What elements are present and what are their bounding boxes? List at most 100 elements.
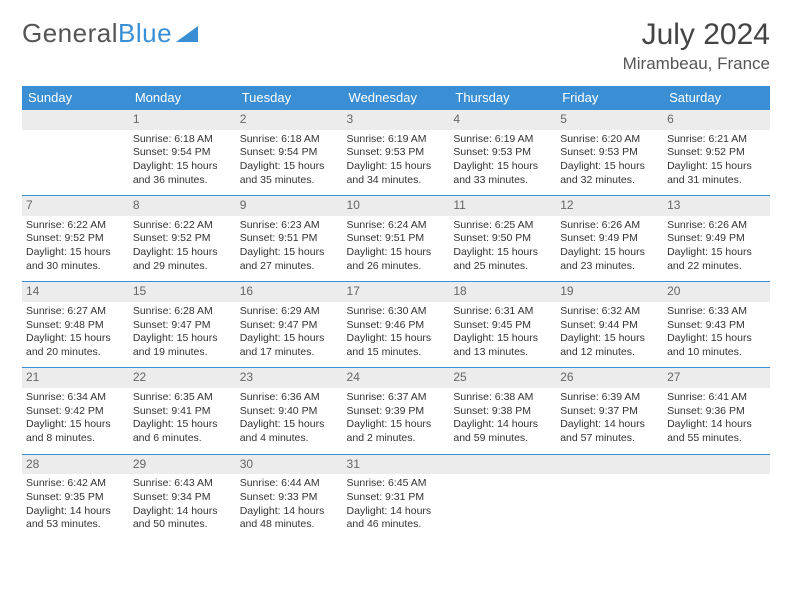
day-number: 4 bbox=[449, 110, 556, 130]
sunrise-text: Sunrise: 6:25 AM bbox=[453, 219, 552, 233]
calendar-day-cell: 13Sunrise: 6:26 AMSunset: 9:49 PMDayligh… bbox=[663, 196, 770, 282]
daylight-text: Daylight: 14 hours and 46 minutes. bbox=[347, 505, 446, 532]
daylight-text: Daylight: 15 hours and 33 minutes. bbox=[453, 160, 552, 187]
sunrise-text: Sunrise: 6:20 AM bbox=[560, 133, 659, 147]
sunset-text: Sunset: 9:47 PM bbox=[133, 319, 232, 333]
daylight-text: Daylight: 15 hours and 26 minutes. bbox=[347, 246, 446, 273]
calendar-week-row: 7 Sunrise: 6:22 AMSunset: 9:52 PM Daylight… bbox=[22, 196, 770, 282]
calendar-week-row: 1Sunrise: 6:18 AMSunset: 9:54 PMDaylight… bbox=[22, 110, 770, 196]
calendar-day-cell: 8Sunrise: 6:22 AMSunset: 9:52 PMDaylight… bbox=[129, 196, 236, 282]
daylight-text: Daylight: 15 hours and 35 minutes. bbox=[240, 160, 339, 187]
daylight-text: Daylight: 15 hours and 25 minutes. bbox=[453, 246, 552, 273]
calendar-empty-cell bbox=[449, 454, 556, 540]
sunset-text: Sunset: 9:50 PM bbox=[453, 232, 552, 246]
calendar-day-cell: 18Sunrise: 6:31 AMSunset: 9:45 PMDayligh… bbox=[449, 282, 556, 368]
sunset-text: Sunset: 9:48 PM bbox=[26, 319, 125, 333]
day-number: 16 bbox=[236, 282, 343, 302]
sunrise-text: Sunrise: 6:38 AM bbox=[453, 391, 552, 405]
sunset-text: Sunset: 9:49 PM bbox=[667, 232, 766, 246]
daylight-text: Daylight: 15 hours and 31 minutes. bbox=[667, 160, 766, 187]
weekday-header: Friday bbox=[556, 86, 663, 110]
day-number: 23 bbox=[236, 368, 343, 388]
daylight-text: Daylight: 15 hours and 2 minutes. bbox=[347, 418, 446, 445]
logo: GeneralBlue bbox=[22, 18, 198, 49]
sunset-text: Sunset: 9:53 PM bbox=[347, 146, 446, 160]
calendar-day-cell: 4Sunrise: 6:19 AMSunset: 9:53 PMDaylight… bbox=[449, 110, 556, 196]
sunrise-text: Sunrise: 6:33 AM bbox=[667, 305, 766, 319]
sunrise-text: Sunrise: 6:19 AM bbox=[347, 133, 446, 147]
calendar-day-cell: 3Sunrise: 6:19 AMSunset: 9:53 PMDaylight… bbox=[343, 110, 450, 196]
calendar-day-cell: 6Sunrise: 6:21 AMSunset: 9:52 PMDaylight… bbox=[663, 110, 770, 196]
daylight-text: Daylight: 15 hours and 13 minutes. bbox=[453, 332, 552, 359]
sunrise-text: Sunrise: 6:32 AM bbox=[560, 305, 659, 319]
daylight-text: Daylight: 15 hours and 36 minutes. bbox=[133, 160, 232, 187]
logo-text-1: General bbox=[22, 18, 118, 49]
day-number: 7 bbox=[22, 196, 129, 216]
calendar-day-cell: 21Sunrise: 6:34 AMSunset: 9:42 PMDayligh… bbox=[22, 368, 129, 454]
sunset-text: Sunset: 9:54 PM bbox=[133, 146, 232, 160]
day-number: 9 bbox=[236, 196, 343, 216]
calendar-day-cell: 10 Sunrise: 6:24 AMSunset: 9:51 PMDayligh… bbox=[343, 196, 450, 282]
sunrise-text: Sunrise: 6:29 AM bbox=[240, 305, 339, 319]
calendar-body: 1Sunrise: 6:18 AMSunset: 9:54 PMDaylight… bbox=[22, 110, 770, 541]
sunset-text: Sunset: 9:46 PM bbox=[347, 319, 446, 333]
sunrise-text: Sunrise: 6:18 AM bbox=[240, 133, 339, 147]
sunset-text: Sunset: 9:34 PM bbox=[133, 491, 232, 505]
sunset-text: Sunset: 9:51 PM bbox=[240, 232, 339, 246]
sunrise-text: Sunrise: 6:34 AM bbox=[26, 391, 125, 405]
sunrise-text: Sunrise: 6:42 AM bbox=[26, 477, 125, 491]
sunrise-text: Sunrise: 6:19 AM bbox=[453, 133, 552, 147]
day-number: 30 bbox=[236, 455, 343, 475]
sunrise-text: Sunrise: 6:41 AM bbox=[667, 391, 766, 405]
day-number: 24 bbox=[343, 368, 450, 388]
day-number: 19 bbox=[556, 282, 663, 302]
day-number: 10 bbox=[343, 196, 450, 216]
weekday-header: Sunday bbox=[22, 86, 129, 110]
daylight-text: Daylight: 15 hours and 15 minutes. bbox=[347, 332, 446, 359]
sunrise-text: Sunrise: 6:39 AM bbox=[560, 391, 659, 405]
sunset-text: Sunset: 9:51 PM bbox=[347, 232, 446, 246]
daylight-text: Daylight: 15 hours and 32 minutes. bbox=[560, 160, 659, 187]
day-number: 8 bbox=[129, 196, 236, 216]
daylight-text: Daylight: 15 hours and 6 minutes. bbox=[133, 418, 232, 445]
day-number: 26 bbox=[556, 368, 663, 388]
calendar-day-cell: 28Sunrise: 6:42 AMSunset: 9:35 PMDayligh… bbox=[22, 454, 129, 540]
sunset-text: Sunset: 9:41 PM bbox=[133, 405, 232, 419]
calendar-day-cell: 30Sunrise: 6:44 AMSunset: 9:33 PMDayligh… bbox=[236, 454, 343, 540]
calendar-day-cell: 16Sunrise: 6:29 AMSunset: 9:47 PMDayligh… bbox=[236, 282, 343, 368]
sunset-text: Sunset: 9:52 PM bbox=[26, 232, 125, 246]
daylight-text: Daylight: 14 hours and 59 minutes. bbox=[453, 418, 552, 445]
day-number: 28 bbox=[22, 455, 129, 475]
sunrise-text: Sunrise: 6:30 AM bbox=[347, 305, 446, 319]
day-number: 13 bbox=[663, 196, 770, 216]
sunset-text: Sunset: 9:42 PM bbox=[26, 405, 125, 419]
daylight-text: Daylight: 15 hours and 8 minutes. bbox=[26, 418, 125, 445]
calendar-empty-cell bbox=[556, 454, 663, 540]
sunrise-text: Sunrise: 6:26 AM bbox=[560, 219, 659, 233]
sunrise-text: Sunrise: 6:21 AM bbox=[667, 133, 766, 147]
daylight-text: Daylight: 15 hours and 4 minutes. bbox=[240, 418, 339, 445]
sunrise-text: Sunrise: 6:22 AM bbox=[26, 219, 125, 233]
sunset-text: Sunset: 9:45 PM bbox=[453, 319, 552, 333]
day-number: 31 bbox=[343, 455, 450, 475]
sunrise-text: Sunrise: 6:24 AM bbox=[347, 219, 446, 233]
sunset-text: Sunset: 9:47 PM bbox=[240, 319, 339, 333]
calendar-day-cell: 7Sunrise: 6:22 AMSunset: 9:52 PMDaylight… bbox=[22, 196, 129, 282]
sunrise-text: Sunrise: 6:35 AM bbox=[133, 391, 232, 405]
calendar-day-cell: 26Sunrise: 6:39 AMSunset: 9:37 PMDayligh… bbox=[556, 368, 663, 454]
title-block: July 2024 Mirambeau, France bbox=[623, 18, 770, 74]
sunset-text: Sunset: 9:52 PM bbox=[667, 146, 766, 160]
daylight-text: Daylight: 15 hours and 22 minutes. bbox=[667, 246, 766, 273]
calendar-day-cell: 9Sunrise: 6:23 AMSunset: 9:51 PMDaylight… bbox=[236, 196, 343, 282]
daylight-text: Daylight: 14 hours and 57 minutes. bbox=[560, 418, 659, 445]
daylight-text: Daylight: 14 hours and 50 minutes. bbox=[133, 505, 232, 532]
daylight-text: Daylight: 15 hours and 20 minutes. bbox=[26, 332, 125, 359]
daylight-text: Daylight: 15 hours and 27 minutes. bbox=[240, 246, 339, 273]
sunset-text: Sunset: 9:54 PM bbox=[240, 146, 339, 160]
calendar-day-cell: 17Sunrise: 6:30 AMSunset: 9:46 PMDayligh… bbox=[343, 282, 450, 368]
daylight-text: Daylight: 15 hours and 23 minutes. bbox=[560, 246, 659, 273]
calendar-header-row: SundayMondayTuesdayWednesdayThursdayFrid… bbox=[22, 86, 770, 110]
calendar-empty-cell bbox=[663, 454, 770, 540]
daylight-text: Daylight: 15 hours and 34 minutes. bbox=[347, 160, 446, 187]
calendar-day-cell: 27Sunrise: 6:41 AMSunset: 9:36 PMDayligh… bbox=[663, 368, 770, 454]
